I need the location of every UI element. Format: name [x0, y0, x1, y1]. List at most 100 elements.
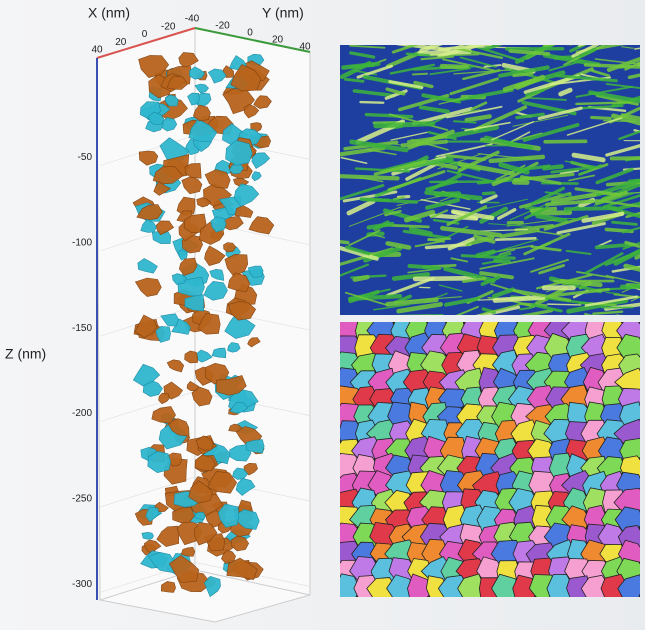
precipitate: [223, 242, 237, 253]
kam-streak: [480, 238, 539, 257]
kam-streak: [444, 296, 481, 307]
kam-streak: [384, 209, 402, 217]
kam-streak: [623, 263, 640, 272]
precipitate: [186, 381, 200, 392]
kam-streak: [530, 303, 563, 313]
precipitate: [160, 581, 176, 593]
kam-streak: [464, 114, 492, 123]
precipitate: [138, 150, 159, 166]
kam-streak: [508, 49, 551, 56]
precipitate: [234, 205, 254, 218]
kam-streak: [558, 87, 573, 97]
kam-streak: [446, 205, 488, 226]
kam-streak: [452, 120, 477, 124]
kam-streak: [638, 201, 640, 206]
kam-streak: [340, 239, 350, 245]
kam-streak: [615, 314, 624, 315]
kam-streak: [619, 284, 640, 290]
kam-streak: [427, 316, 480, 321]
kam-streak: [479, 257, 535, 270]
kam-streak: [491, 287, 515, 299]
z-tick-label: -300: [72, 579, 92, 590]
kam-streak: [611, 220, 638, 226]
kam-streak: [364, 112, 414, 119]
kam-streak: [413, 80, 434, 89]
kam-streak: [385, 87, 406, 96]
kam-streak: [411, 72, 429, 76]
kam-streak: [519, 306, 533, 311]
kam-streak: [519, 192, 572, 209]
kam-streak: [526, 97, 567, 101]
precipitate: [171, 273, 187, 285]
kam-streak: [414, 240, 443, 248]
kam-streak: [568, 174, 595, 182]
kam-streak: [571, 152, 606, 163]
kam-streak: [408, 226, 433, 236]
kam-streak: [588, 90, 640, 104]
kam-streak: [359, 100, 385, 104]
kam-streak: [565, 249, 592, 255]
kam-streak: [476, 198, 528, 212]
precipitate: [167, 418, 190, 437]
kam-streak: [349, 45, 386, 49]
kam-streak: [352, 89, 396, 98]
kam-streak: [584, 252, 624, 275]
precipitate: [229, 401, 249, 414]
kam-streak: [387, 170, 446, 192]
kam-map: [340, 45, 640, 321]
precipitate: [188, 118, 218, 143]
precipitate: [194, 83, 210, 94]
kam-streak: [639, 202, 640, 206]
kam-streak: [391, 45, 420, 54]
kam-streak: [494, 237, 537, 241]
kam-streak: [584, 295, 639, 307]
z-tick-label: -250: [72, 494, 92, 505]
kam-streak: [511, 132, 543, 142]
kam-streak: [493, 258, 511, 264]
precipitate: [169, 555, 200, 583]
kam-streak: [349, 139, 409, 153]
x-tick-label: -40: [185, 14, 200, 25]
kam-streak: [455, 305, 479, 315]
kam-streak: [515, 74, 546, 90]
precipitate: [225, 139, 253, 166]
z-tick-label: -150: [72, 323, 92, 334]
precipitate: [147, 450, 172, 474]
kam-streak: [524, 206, 549, 220]
precipitate: [207, 471, 238, 494]
precipitate: [195, 435, 214, 451]
precipitate: [243, 104, 260, 119]
kam-streak: [405, 52, 431, 57]
kam-streak: [541, 164, 564, 171]
kam-streak: [536, 230, 564, 236]
kam-streak: [407, 129, 455, 150]
kam-streak: [495, 252, 512, 259]
y-tick-label: -20: [215, 21, 230, 32]
kam-streak: [349, 51, 376, 59]
grid-line: [194, 305, 311, 331]
precipitate: [137, 258, 158, 274]
kam-streak: [364, 148, 397, 156]
kam-streak: [577, 45, 586, 47]
kam-streak: [546, 318, 576, 319]
kam-streak: [462, 276, 487, 284]
kam-streak: [427, 237, 452, 242]
kam-streak: [605, 291, 620, 295]
kam-streak: [559, 169, 580, 175]
kam-streak: [566, 298, 629, 314]
kam-streak: [621, 46, 634, 49]
x-tick-label: -20: [161, 21, 176, 32]
kam-streak: [551, 192, 598, 204]
kam-streak: [475, 305, 521, 315]
kam-streak: [440, 225, 503, 238]
kam-streak: [373, 121, 436, 129]
precipitate: [227, 272, 251, 293]
kam-streak: [620, 113, 640, 121]
precipitate: [226, 557, 258, 580]
precipitate: [203, 280, 228, 301]
kam-streak: [618, 130, 640, 141]
kam-streak: [404, 209, 436, 223]
kam-streak: [592, 310, 624, 315]
precipitate: [251, 171, 262, 182]
